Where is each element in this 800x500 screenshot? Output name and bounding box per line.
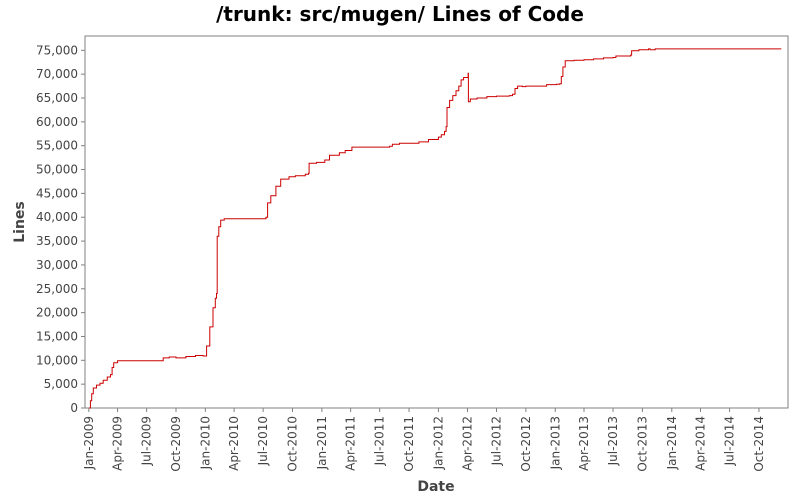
y-tick-label: 65,000: [36, 91, 78, 105]
x-tick-label: Apr-2013: [577, 416, 591, 471]
x-tick-label: Apr-2014: [694, 416, 708, 471]
x-tick-label: Jan-2010: [198, 416, 212, 470]
x-axis: Jan-2009 Apr-2009 Jul-2009 Oct-2009 Jan-2010…: [82, 408, 766, 472]
x-tick-label: Oct-2014: [752, 416, 766, 472]
x-tick-label: Apr-2010: [227, 416, 241, 471]
x-tick-label: Oct-2013: [635, 416, 649, 472]
y-tick-label: 35,000: [36, 234, 78, 248]
y-tick-label: 75,000: [36, 43, 78, 57]
x-tick-label: Jan-2012: [431, 416, 445, 470]
x-tick-label: Jul-2009: [140, 416, 154, 466]
x-tick-label: Jan-2014: [665, 416, 679, 470]
x-tick-label: Jan-2013: [548, 416, 562, 470]
x-tick-label: Jul-2014: [723, 416, 737, 466]
y-tick-label: 10,000: [36, 353, 78, 367]
x-tick-label: Jul-2012: [490, 416, 504, 466]
y-tick-label: 20,000: [36, 306, 78, 320]
chart-title: /trunk: src/mugen/ Lines of Code: [216, 2, 584, 26]
y-tick-label: 60,000: [36, 115, 78, 129]
x-tick-label: Jul-2010: [256, 416, 270, 466]
y-tick-label: 5,000: [44, 377, 78, 391]
x-tick-label: Oct-2010: [286, 416, 300, 472]
series-line: [89, 48, 782, 409]
y-tick-label: 50,000: [36, 163, 78, 177]
y-tick-label: 25,000: [36, 282, 78, 296]
x-tick-label: Apr-2011: [344, 416, 358, 471]
x-tick-label: Apr-2009: [111, 416, 125, 471]
y-tick-label: 55,000: [36, 139, 78, 153]
y-axis-label: Lines: [12, 201, 28, 243]
x-tick-label: Apr-2012: [460, 416, 474, 471]
x-tick-label: Jul-2013: [606, 416, 620, 466]
y-axis: 0 5,000 10,000 15,000 20,000 25,000 30,000 35,0…: [36, 43, 85, 415]
y-tick-label: 40,000: [36, 210, 78, 224]
x-tick-label: Oct-2011: [402, 416, 416, 472]
x-tick-label: Jan-2011: [315, 416, 329, 470]
y-tick-label: 70,000: [36, 67, 78, 81]
plot-area: [84, 35, 789, 409]
y-tick-label: 45,000: [36, 186, 78, 200]
x-tick-label: Oct-2012: [519, 416, 533, 472]
x-tick-label: Jan-2009: [82, 416, 96, 470]
x-axis-label: Date: [417, 479, 454, 495]
x-tick-label: Jul-2011: [373, 416, 387, 466]
y-tick-label: 0: [70, 401, 78, 415]
series-layer: [89, 48, 782, 409]
x-tick-label: Oct-2009: [169, 416, 183, 472]
y-tick-label: 15,000: [36, 329, 78, 343]
y-tick-label: 30,000: [36, 258, 78, 272]
